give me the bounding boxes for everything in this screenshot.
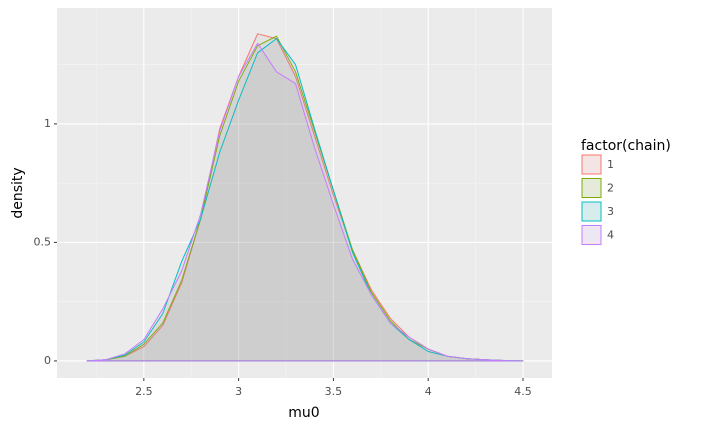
legend-swatch — [581, 201, 602, 222]
legend-swatch — [581, 225, 602, 245]
y-tick-label: 0 — [44, 354, 51, 367]
x-tick-label: 4 — [425, 385, 432, 398]
legend-key — [582, 178, 601, 198]
legend-key — [582, 155, 601, 174]
legend-swatch — [581, 154, 602, 175]
legend-swatch — [581, 178, 602, 198]
legend-label: 1 — [607, 158, 614, 171]
legend-label: 3 — [607, 205, 614, 218]
marks — [86, 33, 524, 362]
legend-key — [582, 225, 601, 245]
legend-title: factor(chain) — [581, 138, 671, 154]
density-curve — [86, 42, 524, 362]
y-tick-label: 1 — [44, 117, 51, 130]
legend-key — [582, 202, 601, 221]
panel — [57, 8, 552, 378]
y-tick-label: 0.5 — [34, 235, 52, 248]
x-tick-label: 3.5 — [325, 385, 343, 398]
legend-label: 4 — [607, 229, 614, 242]
x-axis-label: mu0 — [288, 405, 319, 421]
y-axis-label: density — [10, 167, 26, 218]
x-tick-label: 4.5 — [514, 385, 532, 398]
x-tick-label: 2.5 — [135, 385, 153, 398]
legend: 1 2 3 4 — [581, 154, 614, 245]
x-tick-label: 3 — [235, 385, 242, 398]
legend-label: 2 — [607, 182, 614, 195]
